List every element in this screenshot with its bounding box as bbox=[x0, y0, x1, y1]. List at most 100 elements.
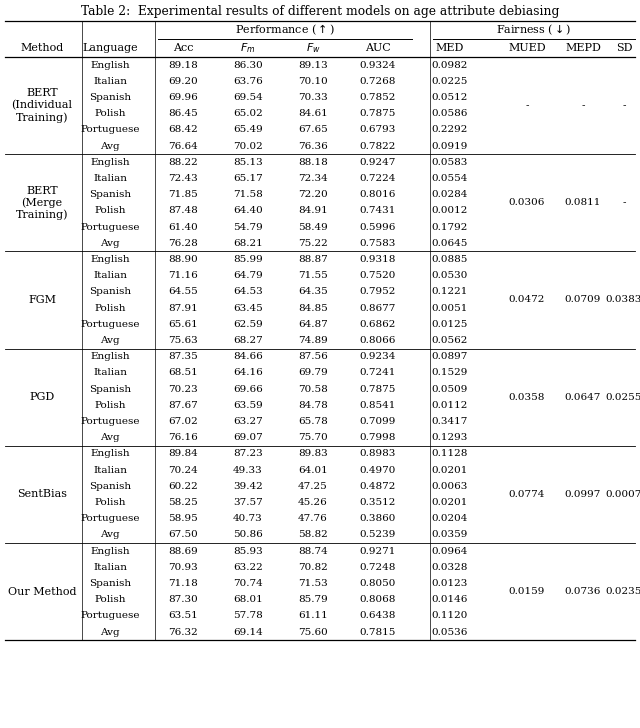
Text: 0.8050: 0.8050 bbox=[360, 579, 396, 588]
Text: 0.1120: 0.1120 bbox=[432, 612, 468, 620]
Text: 65.78: 65.78 bbox=[298, 417, 328, 426]
Text: 0.0509: 0.0509 bbox=[432, 384, 468, 394]
Text: 64.55: 64.55 bbox=[168, 288, 198, 296]
Text: 75.70: 75.70 bbox=[298, 433, 328, 442]
Text: 68.27: 68.27 bbox=[233, 336, 263, 345]
Text: 87.56: 87.56 bbox=[298, 352, 328, 361]
Text: 68.21: 68.21 bbox=[233, 239, 263, 248]
Text: 64.87: 64.87 bbox=[298, 320, 328, 329]
Text: 0.8016: 0.8016 bbox=[360, 190, 396, 199]
Text: 88.18: 88.18 bbox=[298, 158, 328, 167]
Text: MUED: MUED bbox=[508, 43, 546, 53]
Text: 70.02: 70.02 bbox=[233, 142, 263, 151]
Text: 0.1221: 0.1221 bbox=[432, 288, 468, 296]
Text: 69.66: 69.66 bbox=[233, 384, 263, 394]
Text: 0.4970: 0.4970 bbox=[360, 466, 396, 475]
Text: 0.0512: 0.0512 bbox=[432, 93, 468, 102]
Text: 88.90: 88.90 bbox=[168, 255, 198, 264]
Text: 0.0919: 0.0919 bbox=[432, 142, 468, 151]
Text: Table 2:  Experimental results of different models on age attribute debiasing: Table 2: Experimental results of differe… bbox=[81, 4, 559, 17]
Text: 85.13: 85.13 bbox=[233, 158, 263, 167]
Text: FGM: FGM bbox=[28, 295, 56, 305]
Text: 84.66: 84.66 bbox=[233, 352, 263, 361]
Text: Italian: Italian bbox=[93, 174, 127, 183]
Text: 84.91: 84.91 bbox=[298, 207, 328, 215]
Text: 63.22: 63.22 bbox=[233, 563, 263, 571]
Text: 49.33: 49.33 bbox=[233, 466, 263, 475]
Text: 37.57: 37.57 bbox=[233, 498, 263, 507]
Text: Polish: Polish bbox=[94, 401, 125, 410]
Text: 67.65: 67.65 bbox=[298, 125, 328, 135]
Text: 70.58: 70.58 bbox=[298, 384, 328, 394]
Text: 0.7852: 0.7852 bbox=[360, 93, 396, 102]
Text: Polish: Polish bbox=[94, 207, 125, 215]
Text: 84.61: 84.61 bbox=[298, 109, 328, 118]
Text: 64.53: 64.53 bbox=[233, 288, 263, 296]
Text: Portuguese: Portuguese bbox=[80, 417, 140, 426]
Text: Polish: Polish bbox=[94, 304, 125, 312]
Text: 64.40: 64.40 bbox=[233, 207, 263, 215]
Text: 68.42: 68.42 bbox=[168, 125, 198, 135]
Text: Italian: Italian bbox=[93, 563, 127, 571]
Text: Avg: Avg bbox=[100, 628, 120, 636]
Text: 87.23: 87.23 bbox=[233, 449, 263, 459]
Text: 88.22: 88.22 bbox=[168, 158, 198, 167]
Text: Polish: Polish bbox=[94, 109, 125, 118]
Text: 85.79: 85.79 bbox=[298, 596, 328, 604]
Text: 70.33: 70.33 bbox=[298, 93, 328, 102]
Text: 70.82: 70.82 bbox=[298, 563, 328, 571]
Text: 0.7268: 0.7268 bbox=[360, 76, 396, 86]
Text: 0.0811: 0.0811 bbox=[565, 198, 601, 207]
Text: 0.7875: 0.7875 bbox=[360, 109, 396, 118]
Text: Spanish: Spanish bbox=[89, 93, 131, 102]
Text: 0.9234: 0.9234 bbox=[360, 352, 396, 361]
Text: Avg: Avg bbox=[100, 336, 120, 345]
Text: 0.1293: 0.1293 bbox=[432, 433, 468, 442]
Text: 57.78: 57.78 bbox=[233, 612, 263, 620]
Text: 74.89: 74.89 bbox=[298, 336, 328, 345]
Text: 58.49: 58.49 bbox=[298, 223, 328, 232]
Text: 0.3512: 0.3512 bbox=[360, 498, 396, 507]
Text: BERT
(Individual
Training): BERT (Individual Training) bbox=[12, 89, 72, 123]
Text: 0.0063: 0.0063 bbox=[432, 482, 468, 491]
Text: 0.2292: 0.2292 bbox=[432, 125, 468, 135]
Text: 70.10: 70.10 bbox=[298, 76, 328, 86]
Text: 0.5996: 0.5996 bbox=[360, 223, 396, 232]
Text: 0.8068: 0.8068 bbox=[360, 596, 396, 604]
Text: SD: SD bbox=[616, 43, 632, 53]
Text: 0.7998: 0.7998 bbox=[360, 433, 396, 442]
Text: 71.58: 71.58 bbox=[233, 190, 263, 199]
Text: 0.0007: 0.0007 bbox=[606, 490, 640, 499]
Text: 0.0530: 0.0530 bbox=[432, 272, 468, 280]
Text: 76.16: 76.16 bbox=[168, 433, 198, 442]
Text: 0.0774: 0.0774 bbox=[509, 490, 545, 499]
Text: 88.69: 88.69 bbox=[168, 547, 198, 555]
Text: Avg: Avg bbox=[100, 433, 120, 442]
Text: Italian: Italian bbox=[93, 272, 127, 280]
Text: 39.42: 39.42 bbox=[233, 482, 263, 491]
Text: 65.02: 65.02 bbox=[233, 109, 263, 118]
Text: 87.35: 87.35 bbox=[168, 352, 198, 361]
Text: Spanish: Spanish bbox=[89, 579, 131, 588]
Text: 0.7815: 0.7815 bbox=[360, 628, 396, 636]
Text: MED: MED bbox=[436, 43, 464, 53]
Text: 0.8983: 0.8983 bbox=[360, 449, 396, 459]
Text: Avg: Avg bbox=[100, 531, 120, 539]
Text: 87.48: 87.48 bbox=[168, 207, 198, 215]
Text: Polish: Polish bbox=[94, 596, 125, 604]
Text: 0.0709: 0.0709 bbox=[565, 296, 601, 304]
Text: English: English bbox=[90, 547, 130, 555]
Text: 67.50: 67.50 bbox=[168, 531, 198, 539]
Text: 69.07: 69.07 bbox=[233, 433, 263, 442]
Text: 0.7952: 0.7952 bbox=[360, 288, 396, 296]
Text: 71.18: 71.18 bbox=[168, 579, 198, 588]
Text: 0.0472: 0.0472 bbox=[509, 296, 545, 304]
Text: 68.51: 68.51 bbox=[168, 368, 198, 377]
Text: 89.13: 89.13 bbox=[298, 60, 328, 70]
Text: PGD: PGD bbox=[29, 392, 54, 402]
Text: 0.0997: 0.0997 bbox=[565, 490, 601, 499]
Text: 0.8677: 0.8677 bbox=[360, 304, 396, 312]
Text: 0.7583: 0.7583 bbox=[360, 239, 396, 248]
Text: 76.36: 76.36 bbox=[298, 142, 328, 151]
Text: 0.3417: 0.3417 bbox=[432, 417, 468, 426]
